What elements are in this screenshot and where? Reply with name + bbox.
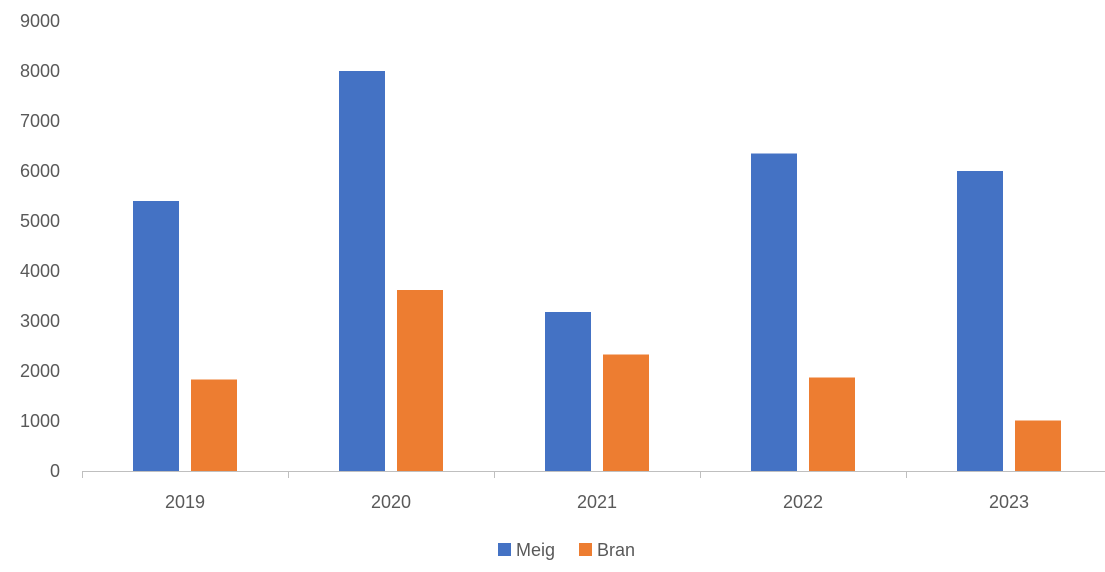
bar-bran-2019 xyxy=(191,380,237,472)
y-tick-label: 5000 xyxy=(20,211,60,231)
legend-label-bran: Bran xyxy=(597,540,635,560)
y-tick-label: 9000 xyxy=(20,11,60,31)
y-tick-label: 6000 xyxy=(20,161,60,181)
y-tick-label: 2000 xyxy=(20,361,60,381)
bar-meig-2022 xyxy=(751,154,797,472)
y-tick-label: 7000 xyxy=(20,111,60,131)
legend-label-meig: Meig xyxy=(516,540,555,560)
y-tick-label: 4000 xyxy=(20,261,60,281)
x-tick-label: 2023 xyxy=(989,492,1029,512)
legend-swatch-meig xyxy=(498,543,511,556)
y-axis-ticks: 0 1000 2000 3000 4000 5000 6000 7000 8000 9000 xyxy=(20,11,60,481)
bar-meig-2020 xyxy=(339,71,385,471)
x-tick-label: 2021 xyxy=(577,492,617,512)
bar-meig-2021 xyxy=(545,312,591,471)
bar-bran-2020 xyxy=(397,290,443,471)
y-tick-label: 3000 xyxy=(20,311,60,331)
x-tick-label: 2019 xyxy=(165,492,205,512)
bar-meig-2023 xyxy=(957,171,1003,471)
x-tick-label: 2022 xyxy=(783,492,823,512)
y-tick-label: 0 xyxy=(50,461,60,481)
y-tick-label: 8000 xyxy=(20,61,60,81)
bar-bran-2021 xyxy=(603,355,649,472)
bar-meig-2019 xyxy=(133,201,179,471)
bar-bran-2022 xyxy=(809,378,855,472)
y-tick-label: 1000 xyxy=(20,411,60,431)
bars-group xyxy=(133,71,1061,471)
x-axis-ticks: 2019 2020 2021 2022 2023 xyxy=(83,471,1105,512)
legend-swatch-bran xyxy=(579,543,592,556)
x-tick-label: 2020 xyxy=(371,492,411,512)
bar-bran-2023 xyxy=(1015,421,1061,472)
legend: Meig Bran xyxy=(498,540,635,560)
